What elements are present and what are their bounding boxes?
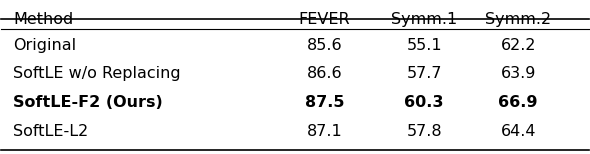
Text: 64.4: 64.4 — [500, 124, 536, 139]
Text: Original: Original — [13, 38, 76, 53]
Text: SoftLE-F2 (Ours): SoftLE-F2 (Ours) — [13, 95, 163, 110]
Text: Method: Method — [13, 12, 73, 27]
Text: SoftLE-L2: SoftLE-L2 — [13, 124, 88, 139]
Text: 86.6: 86.6 — [307, 66, 342, 81]
Text: FEVER: FEVER — [299, 12, 350, 27]
Text: Symm.2: Symm.2 — [485, 12, 551, 27]
Text: 66.9: 66.9 — [499, 95, 538, 110]
Text: 57.8: 57.8 — [407, 124, 442, 139]
Text: 57.7: 57.7 — [407, 66, 442, 81]
Text: 62.2: 62.2 — [500, 38, 536, 53]
Text: 55.1: 55.1 — [407, 38, 442, 53]
Text: 63.9: 63.9 — [500, 66, 536, 81]
Text: Symm.1: Symm.1 — [391, 12, 457, 27]
Text: 87.1: 87.1 — [306, 124, 342, 139]
Text: 85.6: 85.6 — [307, 38, 342, 53]
Text: 60.3: 60.3 — [404, 95, 444, 110]
Text: SoftLE w/o Replacing: SoftLE w/o Replacing — [13, 66, 181, 81]
Text: 87.5: 87.5 — [304, 95, 344, 110]
